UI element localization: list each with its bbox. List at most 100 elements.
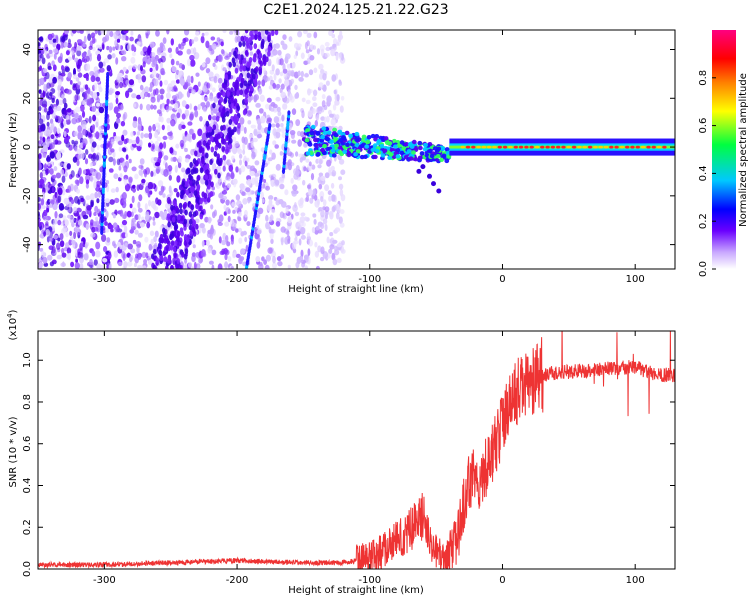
spectrogram-cell bbox=[97, 84, 102, 89]
spectrogram-cell bbox=[123, 165, 128, 173]
spectrogram-cell bbox=[211, 163, 216, 172]
spectrogram-cell bbox=[69, 230, 73, 236]
spectrogram-cell bbox=[242, 65, 246, 72]
spectrogram-cell bbox=[53, 234, 59, 240]
spectrogram-cell bbox=[107, 106, 113, 111]
spectrogram-cell bbox=[95, 216, 99, 222]
spectrogram-cell bbox=[186, 48, 192, 55]
spectrogram-cell bbox=[317, 164, 322, 169]
spectrogram-cell bbox=[242, 57, 247, 64]
spectrogram-tone-cell bbox=[423, 142, 428, 148]
spectrogram-cell bbox=[322, 218, 328, 225]
spectrogram-cell bbox=[82, 128, 87, 136]
spectrogram-cell bbox=[59, 149, 65, 154]
spectrogram-cell bbox=[327, 190, 332, 196]
spectrogram-tone-cell bbox=[444, 158, 450, 164]
spectrogram-cell bbox=[275, 122, 280, 128]
spectrogram-cell bbox=[61, 175, 66, 183]
spectrogram-cell bbox=[188, 262, 192, 268]
spectrogram-cell bbox=[47, 254, 53, 261]
spectrogram-cell bbox=[76, 49, 82, 57]
spectrogram-cell bbox=[132, 187, 137, 193]
spectrogram-cell bbox=[238, 153, 243, 159]
spectrogram-cell bbox=[255, 102, 261, 108]
spectrogram-cell bbox=[191, 179, 196, 186]
spectrogram-cell bbox=[48, 237, 54, 242]
spectrogram-cell bbox=[291, 139, 297, 144]
spectrogram-cell bbox=[175, 60, 180, 66]
spectrogram-cell bbox=[247, 142, 252, 151]
spectrogram-cell bbox=[93, 82, 98, 91]
spectrogram-cell bbox=[179, 227, 184, 234]
spectrogram-cell bbox=[173, 150, 177, 156]
spectrogram-cell bbox=[130, 248, 136, 254]
spectrogram-cell bbox=[222, 182, 226, 188]
spectrogram-cell bbox=[217, 263, 223, 269]
spectrogram-cell bbox=[277, 261, 283, 267]
spectrogram-cell bbox=[202, 140, 207, 146]
spectrogram-cell bbox=[217, 92, 221, 98]
spectrogram-cell bbox=[43, 129, 49, 136]
spectrogram-cell bbox=[49, 92, 53, 97]
spectrogram-cell bbox=[297, 43, 302, 48]
spectrogram-cell bbox=[111, 53, 116, 59]
spectrogram-cell bbox=[48, 38, 54, 45]
y-tick-label: 0.6 bbox=[22, 436, 33, 452]
spectrogram-peak-cell bbox=[609, 145, 614, 149]
spectrogram-cell bbox=[159, 142, 164, 150]
spectrogram-cell bbox=[153, 104, 157, 110]
spectrogram-cell bbox=[164, 234, 169, 241]
spectrogram-cell bbox=[230, 238, 234, 245]
spectrogram-cell bbox=[293, 42, 299, 49]
spectrogram-cell bbox=[221, 116, 226, 123]
spectrogram-cell bbox=[125, 35, 129, 41]
spectrogram-cell bbox=[311, 226, 316, 234]
spectrogram-cell bbox=[45, 221, 49, 226]
spectrogram-peak-cell bbox=[593, 145, 598, 149]
spectrogram-cell bbox=[194, 150, 198, 157]
spectrogram-cell bbox=[294, 202, 297, 208]
spectrogram-tone-cell bbox=[417, 155, 423, 160]
spectrogram-cell bbox=[200, 102, 206, 107]
spectrogram-cell bbox=[191, 252, 196, 257]
spectrogram-cell bbox=[260, 115, 266, 124]
spectrogram-cell bbox=[256, 241, 261, 249]
spectrogram-cell bbox=[223, 84, 228, 91]
spectrogram-cell bbox=[71, 30, 77, 34]
spectrogram-cell bbox=[258, 66, 263, 73]
spectrogram-peak-cell bbox=[571, 145, 577, 149]
spectrogram-cell bbox=[121, 244, 127, 251]
spectrogram-cell bbox=[257, 31, 262, 38]
spectrogram-cell bbox=[176, 112, 181, 119]
spectrogram-tone-cell bbox=[391, 154, 397, 159]
spectrogram-cell bbox=[82, 43, 87, 48]
spectrogram-cell bbox=[299, 255, 303, 261]
spectrogram-peak-cell bbox=[556, 145, 561, 149]
spectrogram-cell bbox=[194, 37, 199, 42]
spectrogram-cell bbox=[38, 153, 42, 160]
spectrogram-cell bbox=[121, 49, 127, 55]
spectrogram-cell bbox=[48, 49, 53, 55]
spectrogram-cell bbox=[71, 240, 76, 245]
spectrogram-cell bbox=[213, 209, 217, 217]
spectrogram-cell bbox=[70, 50, 75, 56]
spectrogram-cell bbox=[334, 227, 341, 233]
y-tick-label: 0.0 bbox=[22, 561, 33, 577]
spectrogram-cell bbox=[114, 226, 120, 233]
spectrogram-peak-cell bbox=[577, 145, 582, 149]
spectrogram-cell bbox=[208, 114, 212, 121]
spectrogram-cell bbox=[134, 229, 139, 235]
spectrogram-cell bbox=[322, 84, 327, 92]
spectrogram-cell bbox=[74, 196, 80, 204]
spectrogram-cell bbox=[211, 43, 217, 50]
spectrogram-cell bbox=[301, 110, 305, 119]
spectrogram-cell bbox=[77, 219, 83, 226]
spectrogram-cell bbox=[160, 68, 165, 75]
spectrogram-cell bbox=[173, 252, 177, 259]
spectrogram-cell bbox=[81, 52, 87, 59]
spectrogram-cell bbox=[163, 210, 168, 218]
spectrogram-cell bbox=[241, 136, 246, 144]
spectrogram-cell bbox=[201, 135, 208, 143]
spectrogram-cell bbox=[52, 38, 57, 43]
spectrogram-cell bbox=[74, 41, 78, 49]
